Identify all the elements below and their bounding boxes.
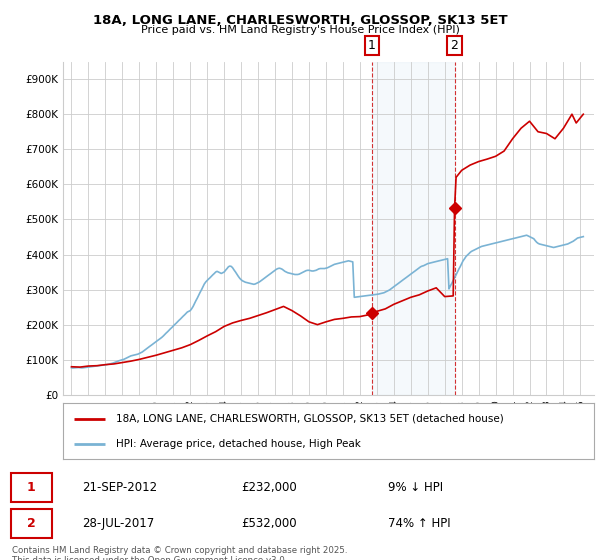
Text: Contains HM Land Registry data © Crown copyright and database right 2025.
This d: Contains HM Land Registry data © Crown c… <box>12 546 347 560</box>
FancyBboxPatch shape <box>11 473 52 502</box>
Text: Price paid vs. HM Land Registry's House Price Index (HPI): Price paid vs. HM Land Registry's House … <box>140 25 460 35</box>
Text: 1: 1 <box>27 481 35 494</box>
Text: £532,000: £532,000 <box>241 517 297 530</box>
Text: 2: 2 <box>451 39 458 52</box>
Text: £232,000: £232,000 <box>241 481 297 494</box>
Text: 1: 1 <box>368 39 376 52</box>
Bar <box>372 62 455 395</box>
Text: 2: 2 <box>27 517 35 530</box>
Text: HPI: Average price, detached house, High Peak: HPI: Average price, detached house, High… <box>116 438 361 449</box>
Text: 74% ↑ HPI: 74% ↑ HPI <box>388 517 451 530</box>
Text: 28-JUL-2017: 28-JUL-2017 <box>82 517 155 530</box>
Text: 21-SEP-2012: 21-SEP-2012 <box>82 481 158 494</box>
Text: 9% ↓ HPI: 9% ↓ HPI <box>388 481 443 494</box>
FancyBboxPatch shape <box>11 508 52 538</box>
Text: 18A, LONG LANE, CHARLESWORTH, GLOSSOP, SK13 5ET: 18A, LONG LANE, CHARLESWORTH, GLOSSOP, S… <box>92 14 508 27</box>
Text: 18A, LONG LANE, CHARLESWORTH, GLOSSOP, SK13 5ET (detached house): 18A, LONG LANE, CHARLESWORTH, GLOSSOP, S… <box>116 414 504 424</box>
